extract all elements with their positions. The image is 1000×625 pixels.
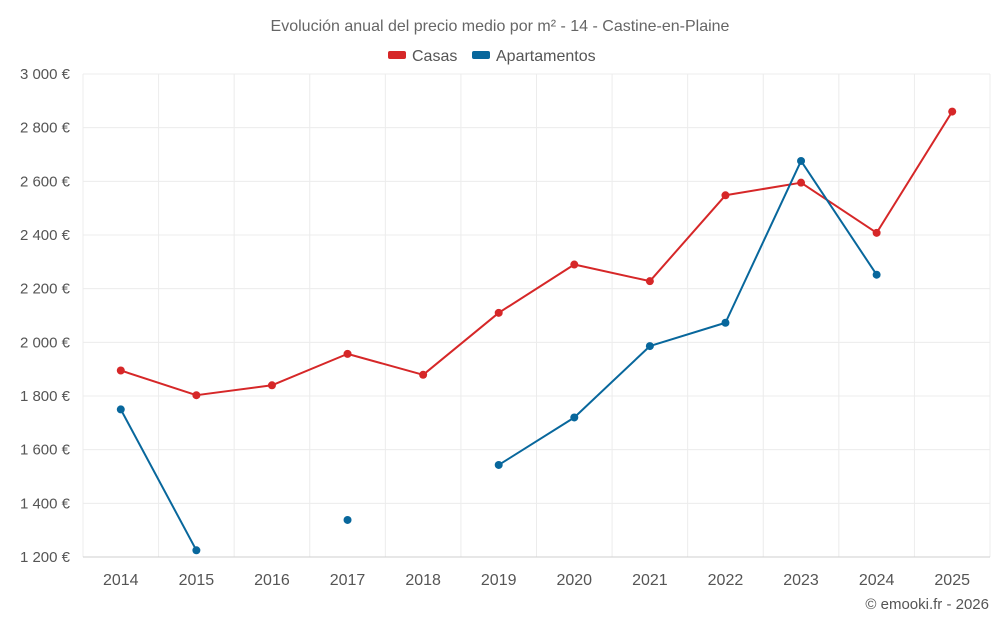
x-tick-label: 2018	[405, 572, 441, 589]
chart-title: Evolución anual del precio medio por m² …	[271, 18, 730, 35]
x-tick-label: 2024	[859, 572, 895, 589]
credit-text: © emooki.fr - 2026	[865, 596, 989, 613]
y-tick-label: 2 000 €	[20, 334, 71, 351]
data-point-casas-2019[interactable]	[494, 308, 503, 317]
data-point-apartamentos-2020[interactable]	[570, 413, 579, 422]
data-point-apartamentos-2021[interactable]	[645, 342, 654, 351]
x-tick-label: 2019	[481, 572, 517, 589]
legend-swatch-casas[interactable]	[388, 51, 406, 59]
y-tick-label: 2 600 €	[20, 173, 71, 190]
y-tick-label: 2 400 €	[20, 227, 71, 244]
data-point-apartamentos-2019[interactable]	[494, 460, 503, 469]
data-point-casas-2023[interactable]	[797, 178, 806, 187]
x-tick-label: 2021	[632, 572, 668, 589]
series-apartamentos	[116, 156, 881, 555]
legend-label-apartamentos[interactable]: Apartamentos	[496, 48, 596, 65]
data-point-apartamentos-2022[interactable]	[721, 318, 730, 327]
legend: Casas Apartamentos	[388, 48, 596, 65]
data-point-casas-2016[interactable]	[267, 381, 276, 390]
y-tick-label: 2 200 €	[20, 281, 71, 298]
series-casas	[116, 107, 957, 400]
data-point-apartamentos-2015[interactable]	[192, 546, 201, 555]
data-point-apartamentos-2023[interactable]	[797, 156, 806, 165]
x-tick-label: 2016	[254, 572, 290, 589]
series-line-apartamentos	[119, 408, 198, 551]
legend-label-casas[interactable]: Casas	[412, 48, 457, 65]
x-tick-label: 2017	[330, 572, 366, 589]
data-point-apartamentos-2014[interactable]	[116, 405, 125, 414]
data-point-apartamentos-2024[interactable]	[872, 270, 881, 279]
x-tick-label: 2023	[783, 572, 819, 589]
legend-swatch-apartamentos[interactable]	[472, 51, 490, 59]
x-axis: 2014 2015 2016 2017 2018 2019 2020 2021 2022 2023…	[83, 556, 990, 589]
x-tick-label: 2025	[934, 572, 970, 589]
data-point-casas-2021[interactable]	[645, 277, 654, 286]
y-tick-label: 1 600 €	[20, 442, 71, 459]
x-tick-label: 2015	[179, 572, 215, 589]
data-point-casas-2014[interactable]	[116, 366, 125, 375]
data-point-casas-2017[interactable]	[343, 349, 352, 358]
data-point-casas-2020[interactable]	[570, 260, 579, 269]
y-axis: 1 200 € 1 400 € 1 600 € 1 800 € 2 000 € 2 200…	[20, 66, 71, 566]
data-point-casas-2024[interactable]	[872, 228, 881, 237]
data-point-casas-2018[interactable]	[419, 370, 428, 379]
y-tick-label: 1 800 €	[20, 388, 71, 405]
series-line-apartamentos	[498, 159, 878, 466]
x-tick-label: 2020	[556, 572, 592, 589]
x-tick-label: 2022	[708, 572, 744, 589]
data-point-apartamentos-2017[interactable]	[343, 515, 352, 524]
y-tick-label: 1 200 €	[20, 549, 71, 566]
x-tick-label: 2014	[103, 572, 139, 589]
data-point-casas-2022[interactable]	[721, 191, 730, 200]
y-tick-label: 1 400 €	[20, 495, 71, 512]
y-tick-label: 3 000 €	[20, 66, 71, 83]
y-tick-label: 2 800 €	[20, 120, 71, 137]
data-point-casas-2015[interactable]	[192, 391, 201, 400]
grid	[82, 73, 991, 558]
series-layer	[116, 107, 957, 555]
series-line-casas	[120, 111, 954, 397]
data-point-casas-2025[interactable]	[948, 107, 957, 116]
